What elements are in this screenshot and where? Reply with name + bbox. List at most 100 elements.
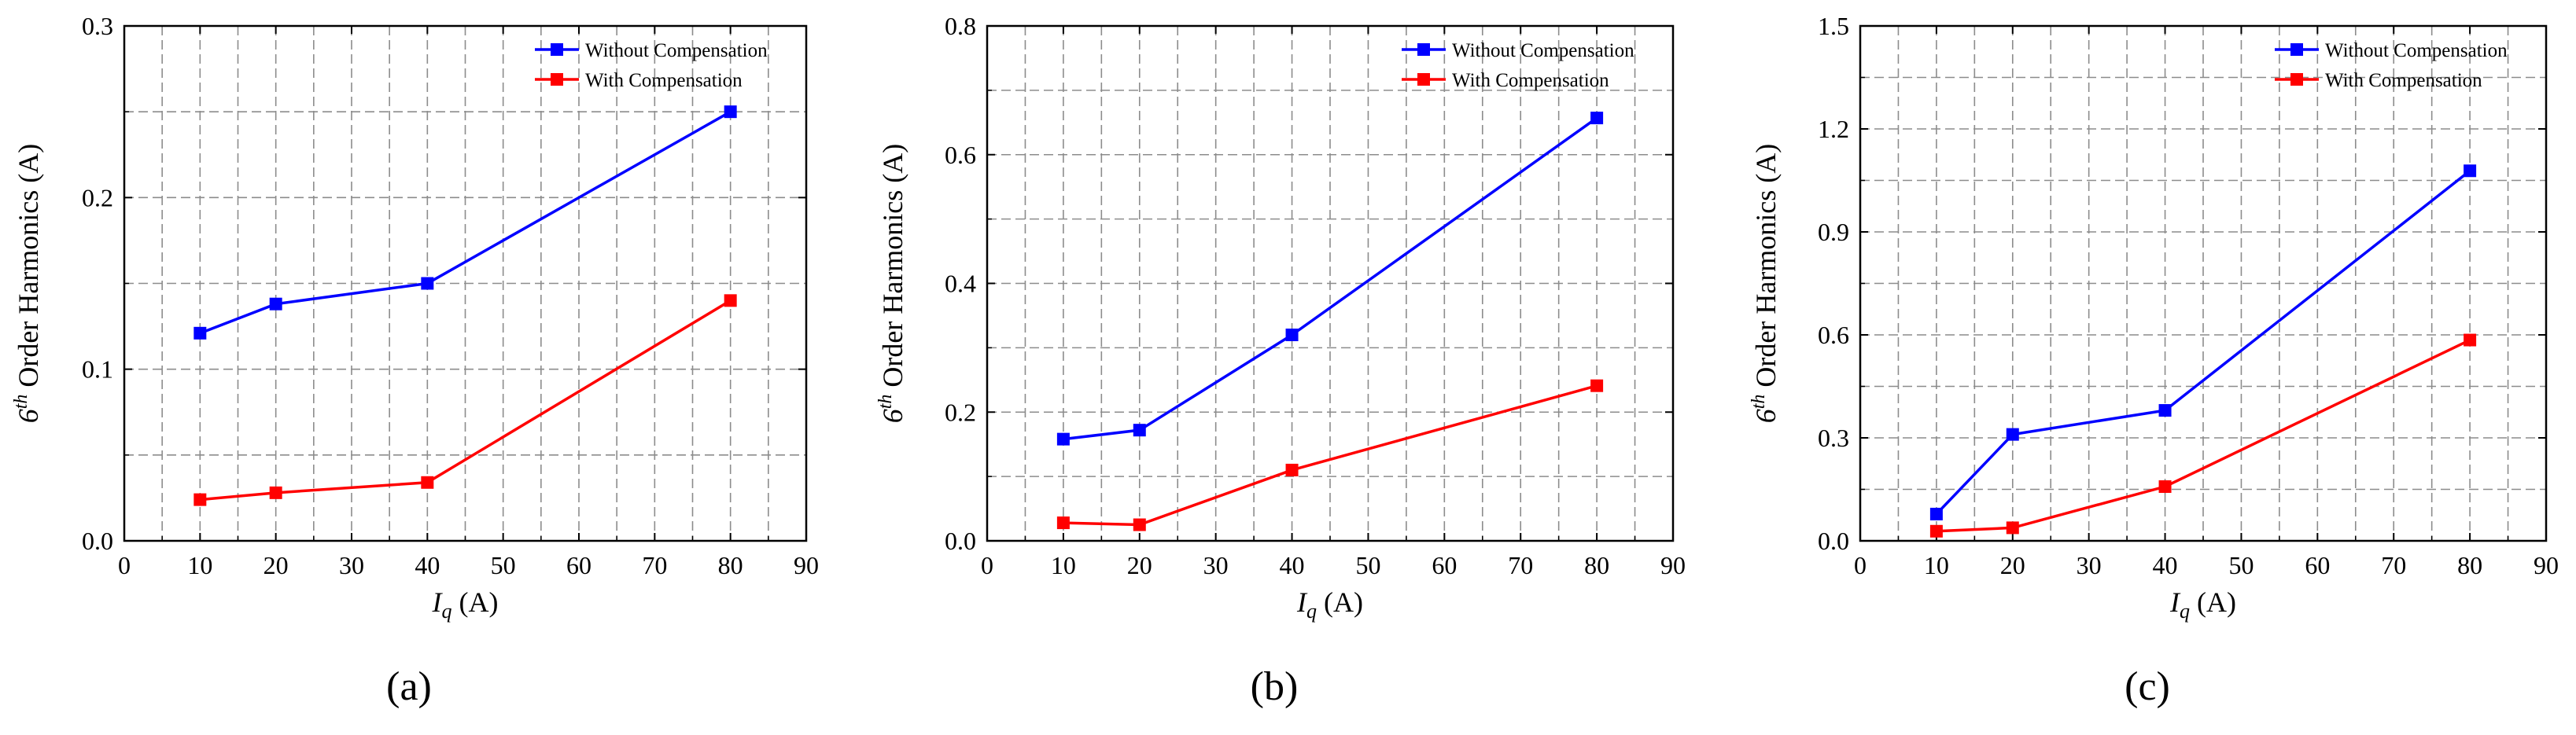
x-tick-label: 0 <box>981 551 993 579</box>
data-point <box>1285 329 1299 341</box>
x-axis-label: Iq (A) <box>432 586 499 623</box>
panel-caption: (a) <box>386 664 432 709</box>
x-axis-label-unit: (A) <box>1317 586 1363 618</box>
data-point <box>2158 404 2172 417</box>
y-tick-label: 0.1 <box>82 355 113 384</box>
series-line <box>1935 169 2471 516</box>
y-axis-label-text: Order Harmonics (A) <box>1750 144 1782 395</box>
legend-marker <box>1417 73 1430 86</box>
data-point <box>1056 432 1070 446</box>
legend: Without Compensation With Compensation <box>1402 40 1634 91</box>
legend-marker <box>551 43 563 56</box>
y-tick-label: 1.5 <box>1818 12 1849 40</box>
legend-label: Without Compensation <box>2325 40 2508 61</box>
data-point <box>1133 518 1146 531</box>
y-axis-label-text: Order Harmonics (A) <box>13 144 44 395</box>
y-axis-label-superscript: th <box>1749 395 1769 410</box>
series-without-compensation <box>1929 164 2477 520</box>
y-tick-label: 0.0 <box>945 527 976 555</box>
x-tick-label: 60 <box>1432 551 1457 579</box>
x-tick-label: 50 <box>491 551 516 579</box>
x-tick-label: 40 <box>415 551 440 579</box>
series-with-compensation <box>1929 333 2477 538</box>
grid <box>1860 26 2546 541</box>
data-point <box>1056 516 1070 530</box>
data-point <box>724 105 737 119</box>
y-tick-label: 1.2 <box>1818 115 1849 143</box>
data-point <box>2464 164 2477 178</box>
x-axis-label-symbol: I <box>432 586 444 618</box>
y-axis-label: 6th Order Harmonics (A) <box>1749 144 1782 424</box>
y-tick-label: 0.6 <box>1818 321 1849 349</box>
x-tick-label: 70 <box>2381 551 2406 579</box>
x-axis-label-unit: (A) <box>2190 586 2236 618</box>
grid <box>124 26 806 541</box>
x-axis-label-symbol: I <box>1296 586 1308 618</box>
x-tick-label: 40 <box>1280 551 1305 579</box>
data-point <box>1929 507 1943 520</box>
x-tick-label: 20 <box>1127 551 1152 579</box>
x-tick-label: 50 <box>1355 551 1380 579</box>
x-tick-label: 20 <box>2000 551 2025 579</box>
x-tick-label: 30 <box>339 551 364 579</box>
x-axis-label: Iq (A) <box>1296 586 1363 623</box>
data-point <box>2464 333 2477 347</box>
panel-caption: (b) <box>1251 664 1299 709</box>
legend-marker <box>1417 43 1430 56</box>
series-without-compensation <box>193 105 737 340</box>
x-tick-label: 30 <box>2077 551 2102 579</box>
x-tick-label: 80 <box>2457 551 2482 579</box>
x-tick-label: 40 <box>2153 551 2178 579</box>
y-tick-label: 0.2 <box>945 398 976 426</box>
chart-panel-2: 0 10 20 30 40 50 60 70 80 90 0.0 0.2 0.4 0.6 0.8 Iq (A)… <box>875 12 1686 709</box>
data-point <box>1590 379 1604 392</box>
x-tick-label: 10 <box>1924 551 1949 579</box>
x-tick-label: 90 <box>1660 551 1686 579</box>
y-axis-label-number: 6 <box>877 409 908 423</box>
x-tick-label: 10 <box>1051 551 1076 579</box>
y-tick-label: 0.2 <box>82 183 113 211</box>
y-tick-label: 0.3 <box>82 12 113 40</box>
data-point <box>421 476 434 489</box>
x-tick-label: 50 <box>2228 551 2254 579</box>
y-tick-label: 0.3 <box>1818 424 1849 452</box>
data-point <box>1133 424 1146 437</box>
data-point <box>2006 521 2019 535</box>
series-without-compensation <box>1056 112 1604 446</box>
series-line <box>1063 116 1598 441</box>
x-axis-label-symbol: I <box>2169 586 2181 618</box>
y-tick-label: 0.0 <box>82 527 113 555</box>
x-axis-label-subscript: q <box>1306 600 1317 623</box>
x-tick-label: 30 <box>1203 551 1229 579</box>
data-point <box>2006 428 2019 441</box>
data-point <box>1590 112 1604 125</box>
y-axis-label: 6th Order Harmonics (A) <box>11 144 44 424</box>
series-line <box>200 299 732 502</box>
grid <box>987 26 1673 541</box>
legend-label: Without Compensation <box>1452 40 1634 61</box>
data-point <box>269 486 282 499</box>
y-tick-label: 0.8 <box>945 12 976 40</box>
series-with-compensation <box>193 294 737 506</box>
legend: Without Compensation With Compensation <box>2275 40 2508 91</box>
legend-label: With Compensation <box>1452 70 1609 91</box>
x-tick-label: 70 <box>1508 551 1533 579</box>
data-point <box>724 294 737 307</box>
y-tick-label: 0.0 <box>1818 527 1849 555</box>
x-tick-label: 80 <box>1584 551 1609 579</box>
x-tick-label: 80 <box>718 551 743 579</box>
x-tick-label: 60 <box>566 551 591 579</box>
chart-panel-3: 0 10 20 30 40 50 60 70 80 90 0.0 0.3 0.6 0.9 1.2 1.5 Iq … <box>1749 12 2559 709</box>
y-tick-label: 0.4 <box>945 270 976 298</box>
data-point <box>193 326 207 340</box>
y-tick-label: 0.9 <box>1818 218 1849 246</box>
x-tick-label: 90 <box>794 551 819 579</box>
legend: Without Compensation With Compensation <box>535 40 768 91</box>
y-axis-label-number: 6 <box>13 409 44 423</box>
data-point <box>421 277 434 290</box>
series-with-compensation <box>1056 379 1604 531</box>
data-point <box>1285 463 1299 476</box>
legend-label: With Compensation <box>585 70 743 91</box>
x-tick-label: 90 <box>2534 551 2559 579</box>
